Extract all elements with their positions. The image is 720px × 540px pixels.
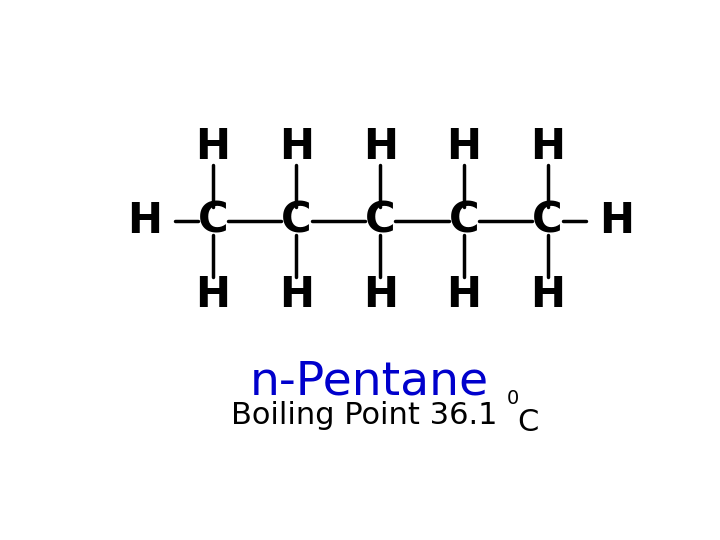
Text: H: H [446,274,482,315]
Text: H: H [195,274,230,315]
Text: H: H [363,126,397,168]
Text: C: C [281,200,312,242]
Text: H: H [530,126,565,168]
Text: C: C [449,200,480,242]
Text: C: C [365,200,395,242]
Text: H: H [363,274,397,315]
Text: H: H [279,126,314,168]
Text: Boiling Point 36.1: Boiling Point 36.1 [231,401,507,430]
Text: C: C [517,408,539,437]
Text: H: H [279,274,314,315]
Text: H: H [530,274,565,315]
Text: n-Pentane: n-Pentane [249,359,489,404]
Text: H: H [127,200,161,242]
Text: H: H [599,200,634,242]
Text: H: H [446,126,482,168]
Text: H: H [195,126,230,168]
Text: 0: 0 [507,389,519,408]
Text: C: C [197,200,228,242]
Text: C: C [532,200,563,242]
